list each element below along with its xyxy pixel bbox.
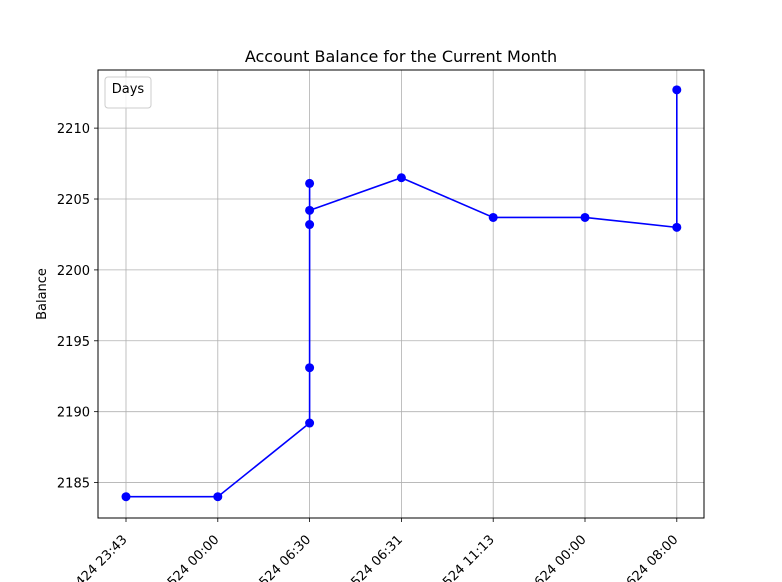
data-point [488, 212, 498, 222]
x-tick-label: .524 11:13 [437, 532, 497, 582]
data-point [305, 220, 315, 230]
y-tick-label: 2185 [57, 477, 90, 492]
plot-area-frame [97, 69, 705, 519]
x-axis: .424 23:43 .524 00:00 .524 06:30 .524 06:31… [70, 518, 681, 582]
data-point [305, 205, 315, 215]
data-point [396, 173, 406, 183]
x-tick-label: .524 06:31 [345, 532, 405, 582]
x-tick-label: .624 00:00 [529, 532, 589, 582]
chart-title: Account Balance for the Current Month [245, 47, 557, 66]
data-point [121, 492, 131, 502]
x-tick-label: .624 08:00 [621, 532, 681, 582]
legend-box [104, 76, 152, 109]
series-markers [121, 85, 682, 502]
data-point [672, 85, 682, 95]
y-axis-label: Balance [35, 268, 50, 320]
y-tick-label: 2205 [57, 193, 90, 208]
legend: Days [104, 76, 152, 109]
data-point [305, 363, 315, 373]
y-tick-label: 2200 [57, 264, 90, 279]
x-tick-label: .424 23:43 [70, 532, 130, 582]
grid [98, 70, 704, 518]
data-point [305, 178, 315, 188]
y-axis: 2185 2190 2195 2200 2205 2210 [57, 122, 98, 492]
y-tick-label: 2190 [57, 406, 90, 421]
data-point [305, 418, 315, 428]
series-line-path [126, 89, 678, 498]
y-tick-label: 2210 [57, 122, 90, 137]
x-tick-label: .524 00:00 [162, 532, 222, 582]
x-tick-label: .524 06:30 [254, 532, 314, 582]
y-tick-label: 2195 [57, 335, 90, 350]
data-point [213, 492, 223, 502]
data-point [672, 222, 682, 232]
legend-title: Days [112, 82, 145, 97]
series-line [126, 89, 678, 498]
data-point [580, 212, 590, 222]
